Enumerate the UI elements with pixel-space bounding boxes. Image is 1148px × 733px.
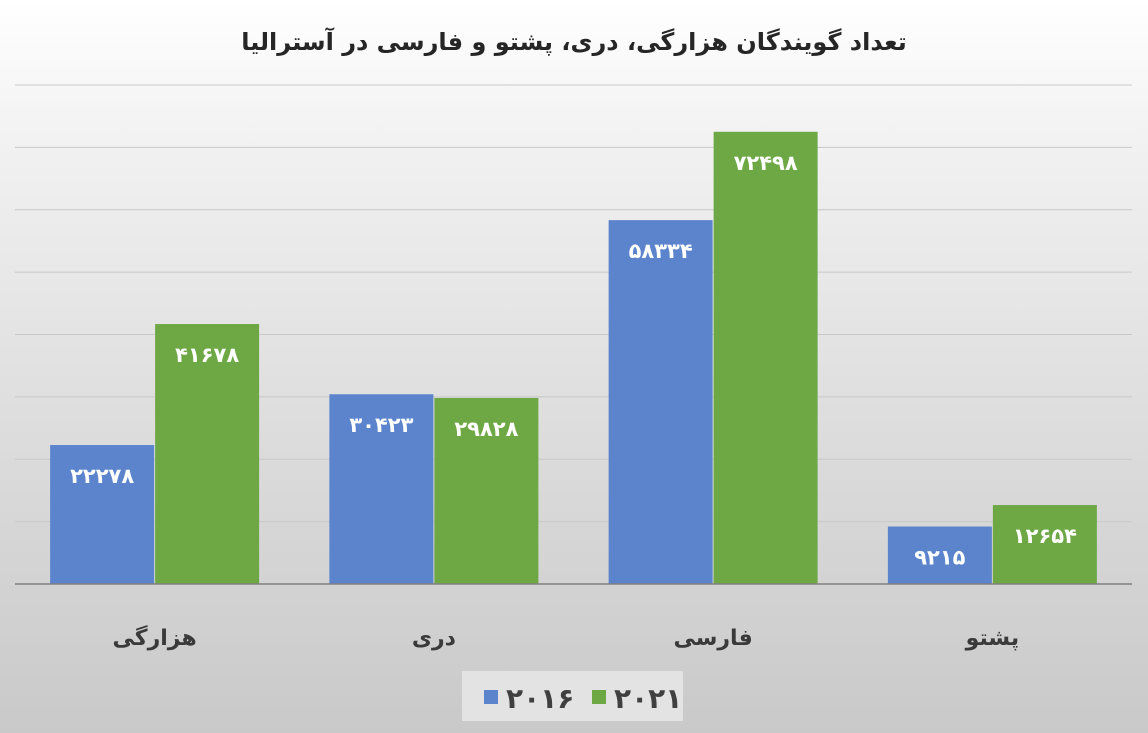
legend-swatch (592, 690, 606, 704)
bar-2016-1 (50, 445, 155, 584)
bar-value-label: ۱۲۶۵۴ (1013, 524, 1077, 548)
bar-2021-4 (992, 505, 1097, 584)
bar-value-label: ۳۰۴۲۳ (349, 413, 413, 437)
bar-value-label: ۵۸۳۳۴ (629, 239, 693, 263)
bar-2021-2 (434, 397, 539, 584)
chart-title: تعداد گویندگان هزارگی، دری، پشتو و فارسی… (241, 27, 907, 56)
bar-value-label: ۴۱۶۷۸ (175, 343, 239, 367)
bars: ۲۲۲۷۸ ۴۱۶۷۸ ۳۰۴۲۳ ۲۹۸۲۸ ۵۸۳۳۴ ۷۲۴۹۸ ۹۲۱۵ ۱۲۶۵۴ (50, 131, 1097, 585)
bar-2016-4 (887, 526, 992, 584)
bar-value-label: ۹۲۱۵ (914, 546, 965, 570)
category-label: پشتو (965, 626, 1019, 651)
bar-2021-1 (155, 324, 260, 584)
bar-2021-3 (713, 131, 818, 584)
category-label: دری (412, 626, 456, 651)
category-labels: هزارگی دری فارسی پشتو (113, 624, 1020, 651)
legend-label: ۲۰۲۱ (614, 682, 682, 715)
bar-value-label: ۷۲۴۹۸ (734, 151, 798, 175)
category-label: فارسی (674, 626, 753, 651)
legend-box (462, 671, 683, 721)
bar-value-label: ۲۹۸۲۸ (454, 417, 518, 441)
legend-label: ۲۰۱۶ (506, 682, 574, 715)
category-label: هزارگی (113, 624, 197, 651)
bar-value-label: ۲۲۲۷۸ (70, 464, 134, 488)
bar-2016-3 (608, 220, 713, 585)
legend-swatch (484, 690, 498, 704)
legend: ۲۰۱۶ ۲۰۲۱ (462, 671, 683, 721)
bar-2016-2 (329, 394, 434, 584)
